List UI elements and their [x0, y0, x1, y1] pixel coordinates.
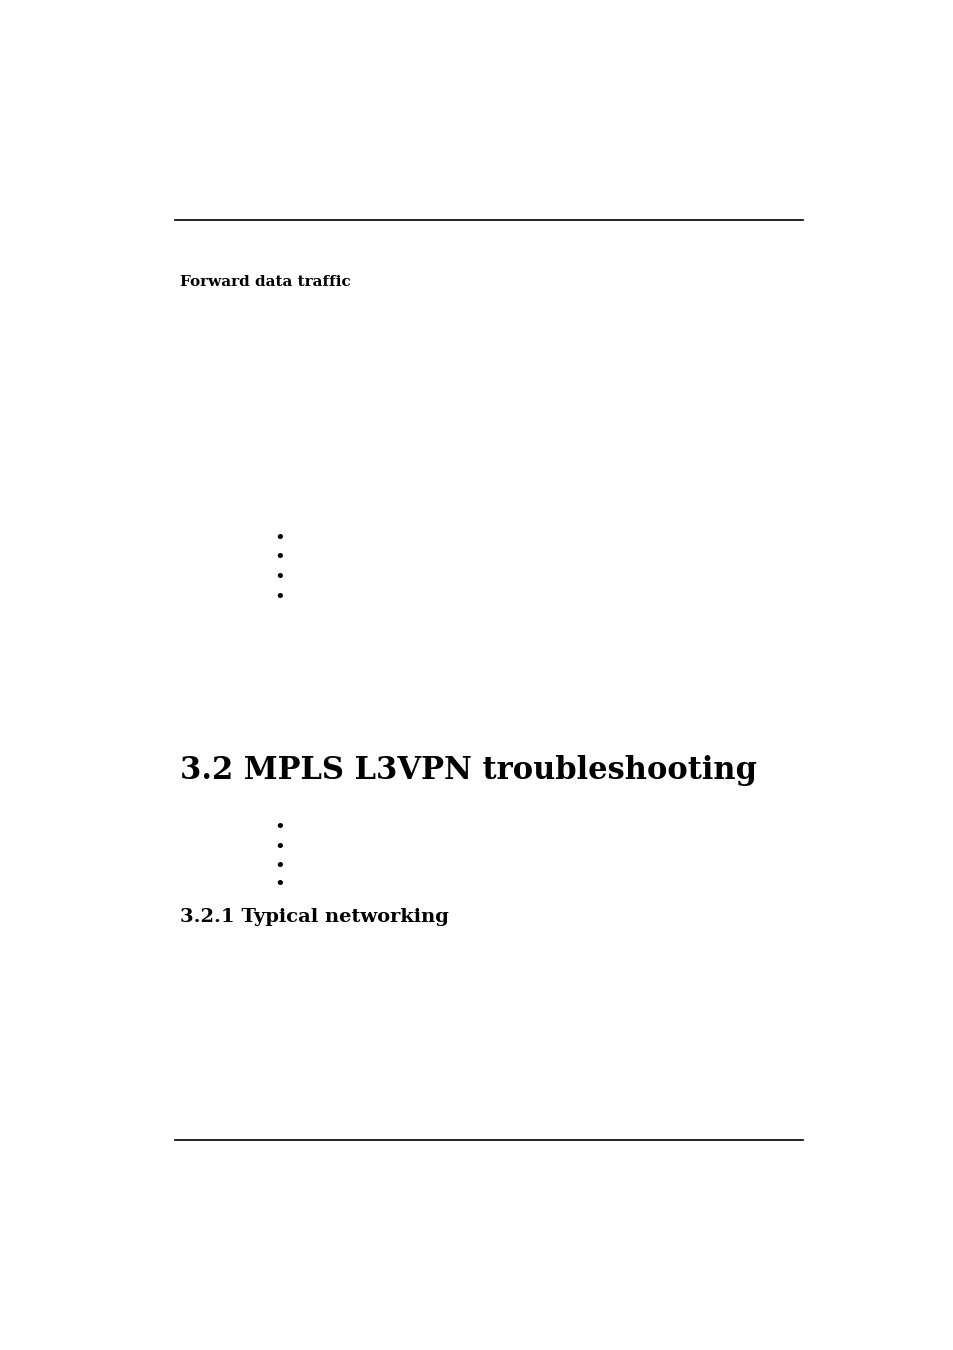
Text: 3.2 MPLS L3VPN troubleshooting: 3.2 MPLS L3VPN troubleshooting — [180, 755, 756, 786]
Text: Forward data traffic: Forward data traffic — [180, 274, 351, 289]
Text: 3.2.1 Typical networking: 3.2.1 Typical networking — [180, 907, 448, 926]
Text: •: • — [274, 531, 285, 548]
Text: •: • — [274, 840, 285, 857]
Text: •: • — [274, 876, 285, 895]
Text: •: • — [274, 857, 285, 876]
Text: •: • — [274, 589, 285, 606]
Text: •: • — [274, 568, 285, 587]
Text: •: • — [274, 549, 285, 567]
Text: •: • — [274, 819, 285, 837]
